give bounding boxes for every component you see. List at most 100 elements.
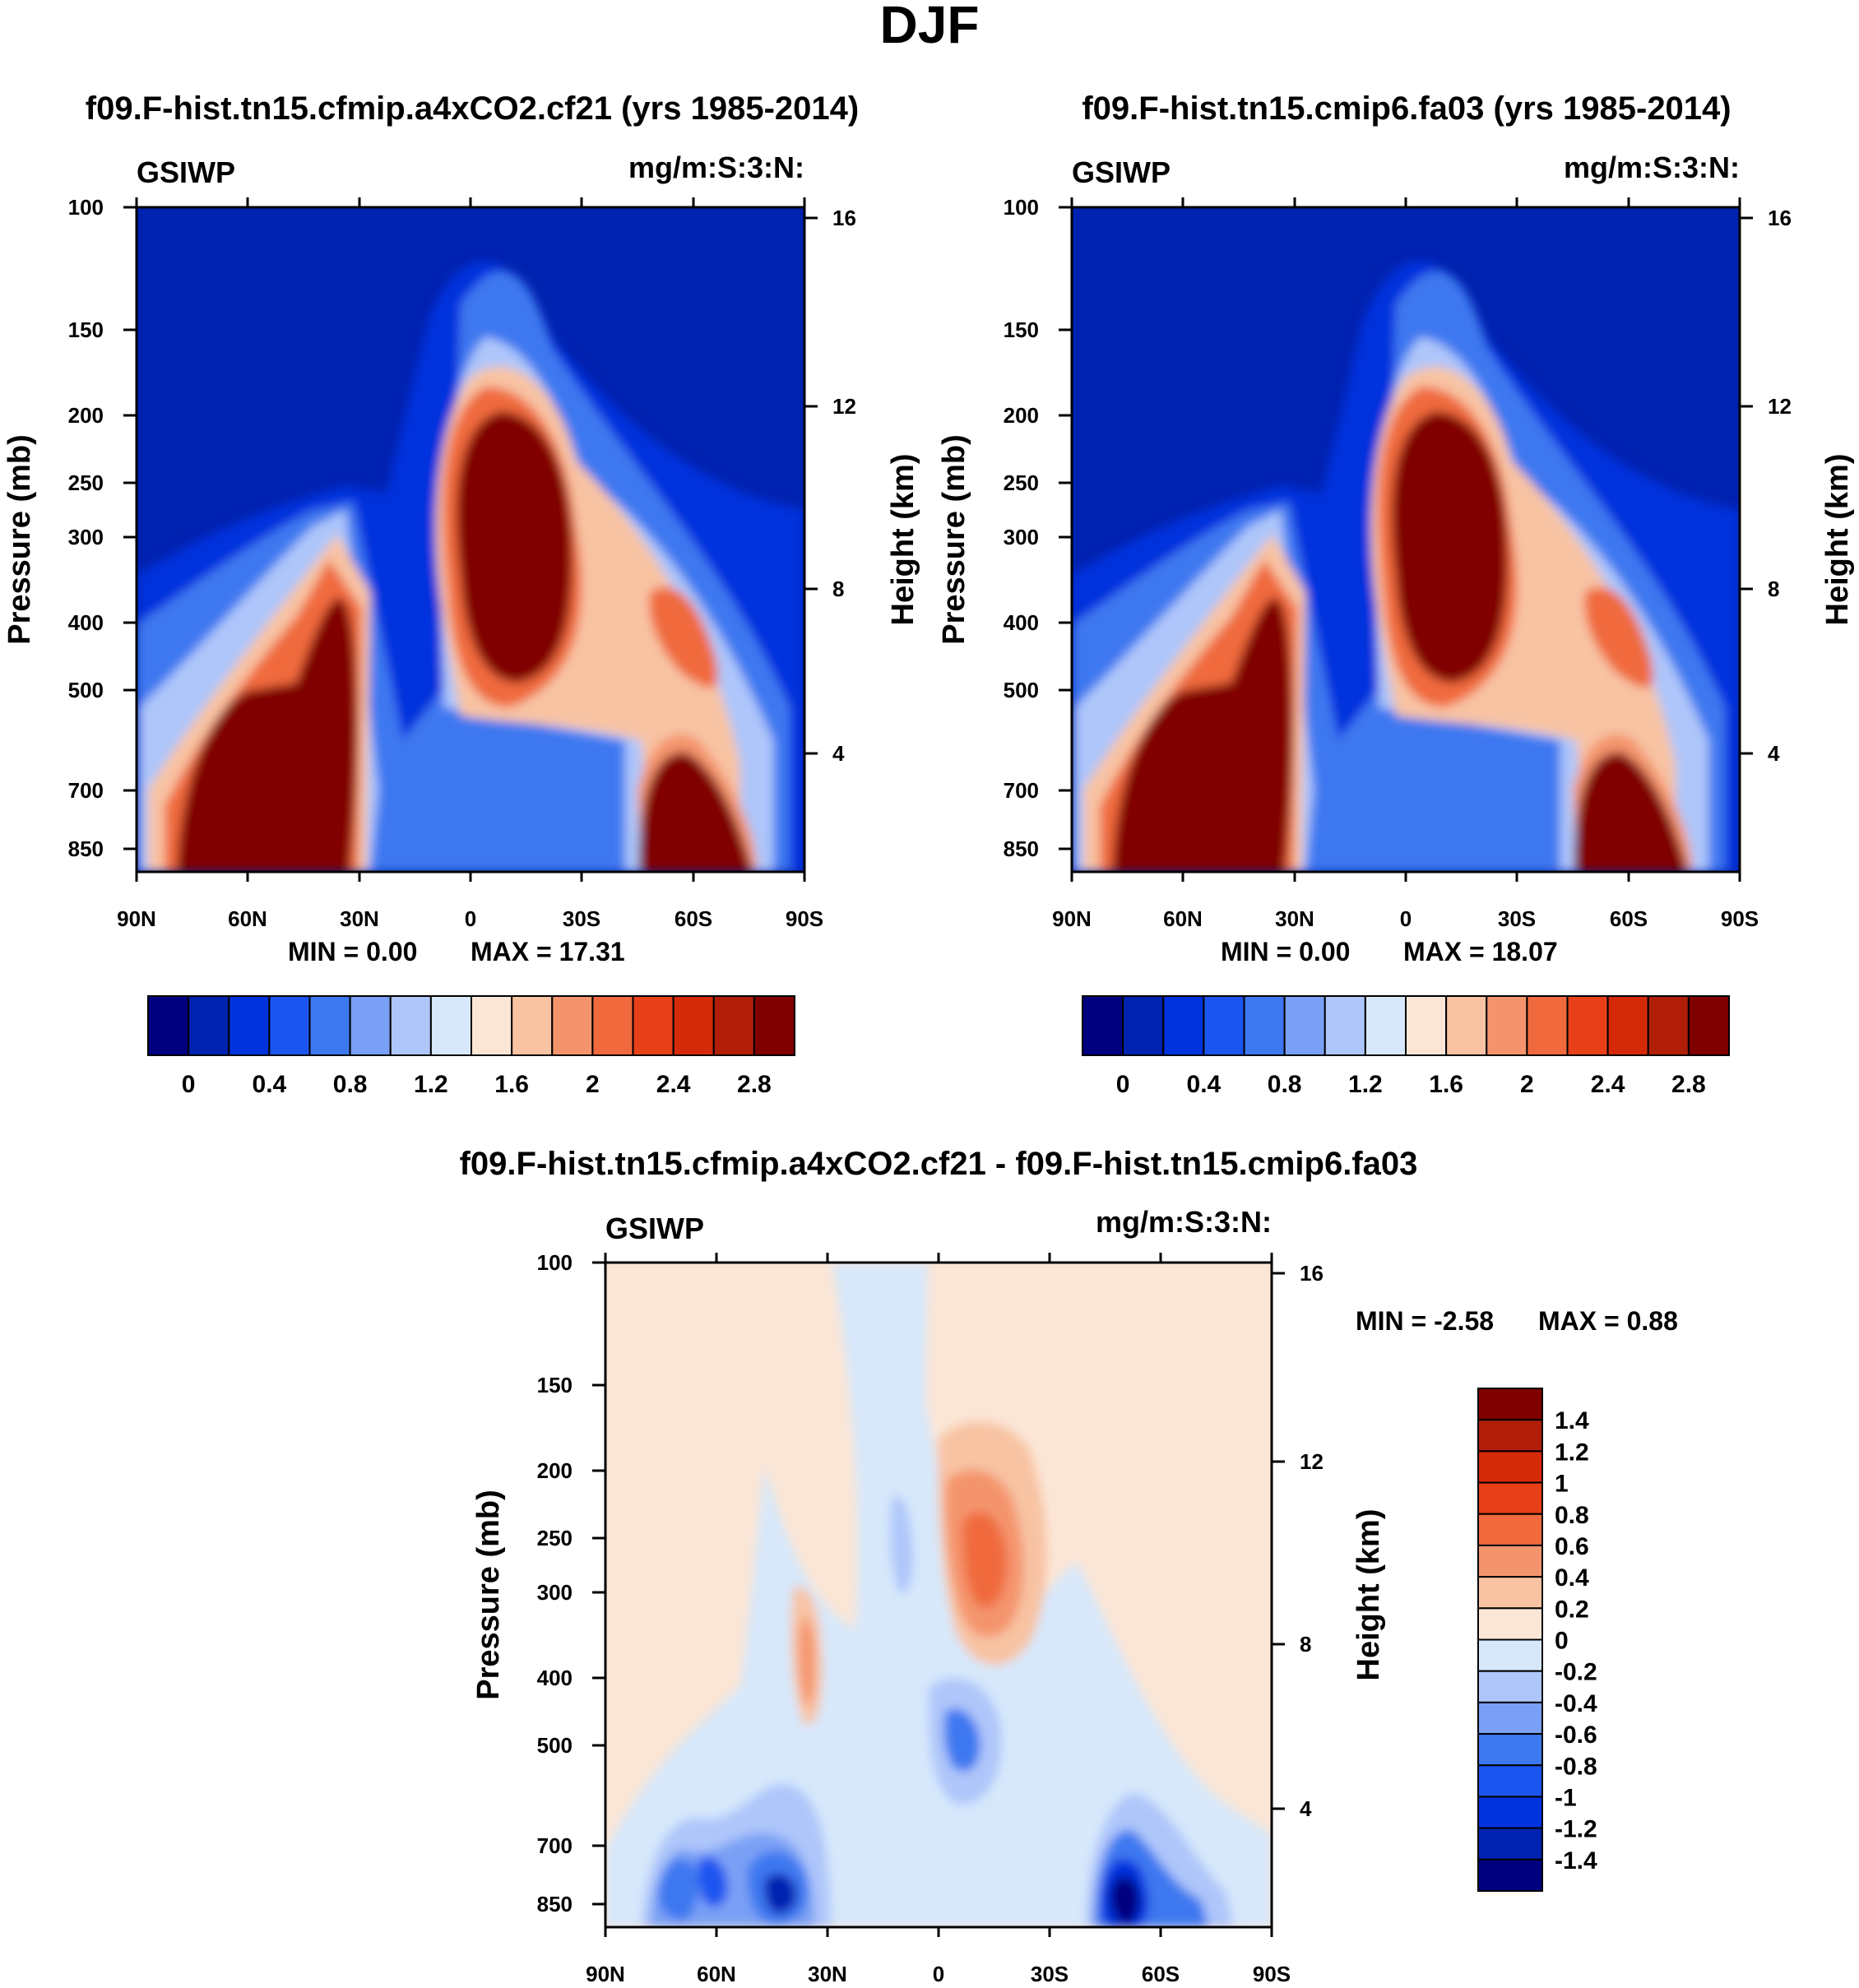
- y-tick-label: 300: [68, 525, 104, 549]
- y-tick-label: 250: [1004, 470, 1039, 495]
- x-tick-label: 30N: [340, 906, 379, 931]
- min-label: MIN = -2.58: [1356, 1306, 1494, 1336]
- y-tick-label: 400: [68, 610, 104, 635]
- x-tick-labels: 90N 60N 30N 0 30S 60S 90S: [586, 1962, 1291, 1986]
- colorbar-swatch: [1477, 1796, 1543, 1829]
- y2-axis-label: Height (km): [886, 454, 920, 626]
- colorbar-swatch: [1405, 995, 1448, 1056]
- colorbar-abs-left: 0 0.4 0.8 1.2 1.6 2 2.4 2.8: [147, 995, 795, 1098]
- contour-band: [1584, 586, 1653, 688]
- colorbar-swatch: [1477, 1858, 1543, 1892]
- y2-tick-labels: 16 12 8 4: [832, 206, 856, 766]
- x-tick-label: 60S: [675, 906, 712, 931]
- colorbar-swatch: [632, 995, 675, 1056]
- y-tick-label: 200: [1004, 403, 1039, 428]
- x-tick-label: 30S: [1498, 906, 1536, 931]
- x-tick-label: 90S: [1721, 906, 1759, 931]
- colorbar-abs-right: 0 0.4 0.8 1.2 1.6 2 2.4 2.8: [1082, 995, 1730, 1098]
- y-tick-labels: 100 150 200 250 300 400 500 700 850: [68, 195, 104, 861]
- y2-tick-label: 12: [832, 394, 856, 419]
- y2-tick-label: 16: [832, 206, 856, 230]
- y-tick-label: 850: [1004, 836, 1039, 861]
- y-tick-label: 500: [537, 1733, 573, 1758]
- colorbar-swatch: [1477, 1764, 1543, 1798]
- y-tick-label: 500: [1004, 678, 1039, 702]
- contour-band: [1110, 1876, 1140, 1925]
- colorbar-swatch: [1243, 995, 1286, 1056]
- colorbar-label: 0.4: [1187, 1071, 1222, 1098]
- colorbar-label: -0.8: [1555, 1753, 1597, 1780]
- colorbar-label: -1.4: [1555, 1847, 1597, 1874]
- min-label: MIN = 0.00: [288, 937, 417, 966]
- y2-tick-label: 12: [1768, 394, 1792, 419]
- y-tick-label: 200: [537, 1458, 573, 1483]
- y-tick-marks: [123, 206, 818, 850]
- y-tick-label: 700: [1004, 778, 1039, 803]
- y-tick-label: 400: [537, 1666, 573, 1690]
- colorbar-label: -0.4: [1555, 1690, 1597, 1717]
- y-tick-labels: 100 150 200 250 300 400 500 700 850: [1004, 195, 1039, 861]
- colorbar-swatch: [1486, 995, 1528, 1056]
- variable-label: GSIWP: [137, 155, 235, 189]
- colorbar-swatch: [1364, 995, 1407, 1056]
- colorbar-swatch: [1477, 1450, 1543, 1484]
- plot-field: [605, 1263, 1272, 1927]
- colorbar-label: -1.2: [1555, 1816, 1597, 1843]
- colorbar-label: 1.2: [1555, 1439, 1589, 1466]
- contour-band: [1112, 598, 1293, 872]
- colorbar-swatch: [349, 995, 392, 1056]
- colorbar-swatch: [429, 995, 472, 1056]
- min-label: MIN = 0.00: [1221, 937, 1350, 966]
- colorbar-swatch: [188, 995, 230, 1056]
- y2-tick-label: 12: [1300, 1449, 1324, 1474]
- colorbar-swatch: [1477, 1607, 1543, 1641]
- colorbar-swatch: [1526, 995, 1569, 1056]
- colorbar-swatch: [1445, 995, 1488, 1056]
- colorbar-label: 1.6: [1429, 1071, 1463, 1098]
- y-tick-label: 250: [537, 1526, 573, 1550]
- y2-tick-label: 4: [832, 741, 845, 766]
- y2-tick-label: 4: [1300, 1796, 1312, 1821]
- x-tick-label: 90S: [786, 906, 823, 931]
- contour-band: [638, 752, 753, 872]
- y2-tick-label: 8: [832, 577, 844, 601]
- contour-band: [971, 1562, 987, 1592]
- x-tick-label: 0: [933, 1962, 944, 1986]
- x-tick-label: 30N: [1275, 906, 1314, 931]
- colorbar-swatch: [1477, 1638, 1543, 1672]
- x-tick-label: 30S: [1031, 1962, 1069, 1986]
- y-tick-label: 700: [68, 778, 104, 803]
- colorbar-swatch: [1477, 1670, 1543, 1703]
- y-tick-labels: 100 150 200 250 300 400 500 700 850: [537, 1250, 573, 1916]
- x-tick-marks: [604, 1253, 1273, 1937]
- colorbar-label: 0.2: [1555, 1596, 1589, 1623]
- contour-band: [1392, 411, 1508, 683]
- plot-field: [1072, 207, 1740, 872]
- x-tick-label: 60S: [1610, 906, 1648, 931]
- colorbar-swatch: [308, 995, 351, 1056]
- panel-title: f09.F-hist.tn15.cmip6.fa03 (yrs 1985-201…: [1082, 90, 1731, 127]
- colorbar-label: -0.6: [1555, 1722, 1597, 1749]
- panel-title: f09.F-hist.tn15.cfmip.a4xCO2.cf21 (yrs 1…: [86, 90, 859, 127]
- x-tick-label: 60N: [1163, 906, 1203, 931]
- colorbar-label: 1.2: [1348, 1071, 1383, 1098]
- colorbar-label: 2: [586, 1071, 600, 1098]
- max-label: MAX = 18.07: [1403, 937, 1558, 966]
- y-tick-label: 300: [1004, 525, 1039, 549]
- colorbar-swatch: [1477, 1576, 1543, 1610]
- colorbar-swatch: [1647, 995, 1690, 1056]
- colorbar-swatch: [471, 995, 513, 1056]
- x-tick-label: 90N: [117, 906, 156, 931]
- colorbar-swatch: [753, 995, 795, 1056]
- colorbar-swatch: [1162, 995, 1205, 1056]
- max-label: MAX = 17.31: [471, 937, 625, 966]
- units-label: mg/m:S:3:N:: [1096, 1205, 1272, 1239]
- colorbar-label: 0.8: [1268, 1071, 1302, 1098]
- y-axis-label: Pressure (mb): [471, 1490, 506, 1700]
- colorbar-label: 0.6: [1555, 1533, 1589, 1560]
- y-tick-label: 150: [1004, 317, 1039, 342]
- colorbar-label: 0.4: [1555, 1564, 1589, 1592]
- y-tick-label: 850: [537, 1892, 573, 1916]
- y2-axis-label: Height (km): [1351, 1509, 1386, 1681]
- contour-band: [764, 1873, 797, 1914]
